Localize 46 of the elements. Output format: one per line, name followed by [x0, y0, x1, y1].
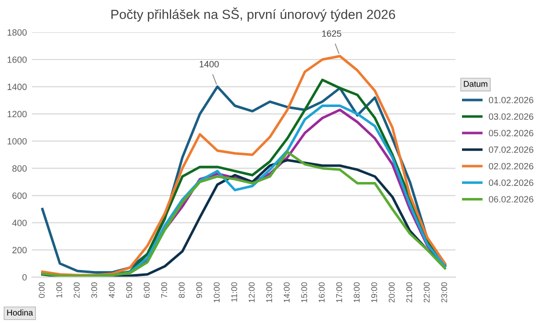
x-tick-label: 9:00: [196, 282, 202, 298]
legend-label: 07.02.2026: [488, 146, 534, 153]
x-tick-label: 5:00: [126, 282, 132, 298]
y-tick-label: 0: [22, 274, 27, 280]
y-tick-label: 1200: [8, 110, 27, 118]
legend-title: Datum: [464, 81, 488, 87]
y-tick-label: 1000: [8, 138, 27, 144]
annotation: 1400: [200, 60, 219, 68]
legend-label: 01.02.2026: [488, 96, 534, 104]
x-tick-label: 2:00: [74, 282, 80, 298]
x-tick-label: 22:00: [424, 282, 430, 302]
x-tick-label: 1:00: [56, 282, 62, 298]
x-tick-label: 18:00: [354, 282, 360, 302]
y-tick-label: 1800: [8, 29, 27, 36]
y-tick-label: 400: [12, 220, 27, 226]
legend-label: 03.02.2026: [488, 113, 534, 120]
x-tick-label: 14:00: [284, 282, 290, 302]
annotation: 1625: [322, 30, 342, 37]
x-tick-label: 10:00: [214, 282, 220, 302]
legend-label: 02.02.2026: [488, 162, 534, 170]
y-tick-label: 800: [12, 165, 27, 172]
x-tick-label: 0:00: [38, 282, 45, 298]
x-tick-label: 20:00: [388, 282, 395, 302]
x-tick-label: 17:00: [336, 282, 342, 302]
x-tick-label: 7:00: [161, 282, 168, 298]
x-tick-label: 15:00: [301, 282, 308, 302]
x-tick-label: 21:00: [406, 282, 412, 302]
x-tick-label: 8:00: [178, 282, 185, 298]
y-tick-label: 1600: [8, 56, 27, 63]
chart-title: Počty přihlášek na SŠ, první únorový týden 2026: [111, 7, 396, 22]
x-tick-label: 19:00: [371, 282, 378, 302]
x-tick-label: 16:00: [318, 282, 325, 302]
y-tick-label: 200: [12, 246, 27, 254]
x-tick-label: 23:00: [441, 282, 448, 302]
x-tick-label: 13:00: [266, 282, 272, 302]
x-tick-label: 3:00: [91, 282, 98, 298]
x-tick-label: 11:00: [231, 282, 238, 302]
y-tick-label: 600: [12, 192, 27, 199]
legend-label: 06.02.2026: [488, 196, 534, 202]
legend-label: 05.02.2026: [488, 130, 534, 136]
y-tick-label: 1400: [8, 84, 27, 90]
x-tick-label: 6:00: [144, 282, 150, 298]
x-axis-title: Hodina: [7, 309, 34, 316]
legend-label: 04.02.2026: [488, 180, 534, 186]
x-tick-label: 4:00: [108, 282, 115, 298]
x-tick-label: 12:00: [248, 282, 255, 302]
